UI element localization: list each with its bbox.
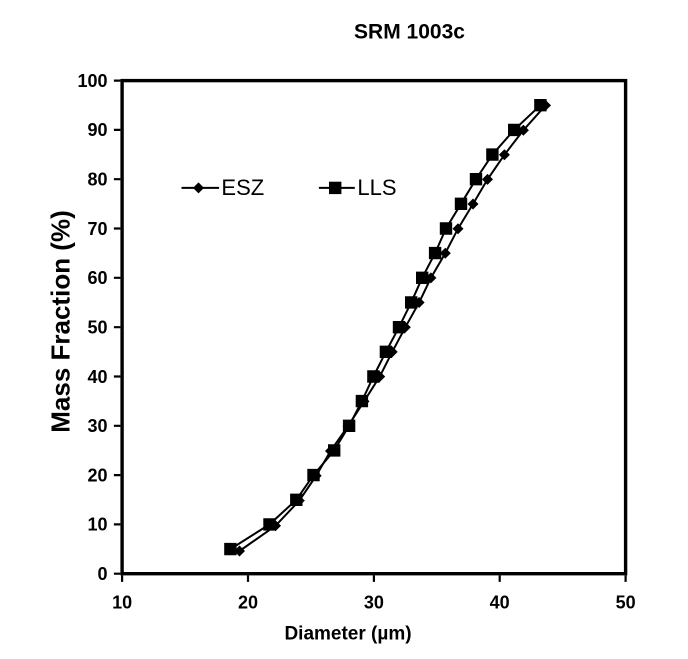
svg-text:20: 20: [238, 592, 258, 612]
svg-text:100: 100: [77, 71, 107, 91]
svg-text:30: 30: [87, 416, 107, 436]
svg-text:70: 70: [87, 219, 107, 239]
svg-text:LLS: LLS: [357, 175, 396, 200]
svg-text:ESZ: ESZ: [221, 175, 264, 200]
svg-text:40: 40: [490, 592, 510, 612]
svg-text:50: 50: [87, 318, 107, 338]
svg-text:80: 80: [87, 170, 107, 190]
svg-text:Diameter (µm): Diameter (µm): [284, 623, 411, 644]
svg-text:SRM 1003c: SRM 1003c: [354, 20, 465, 43]
svg-text:20: 20: [87, 465, 107, 485]
svg-text:90: 90: [87, 120, 107, 140]
svg-text:60: 60: [87, 268, 107, 288]
svg-text:10: 10: [112, 592, 132, 612]
svg-text:50: 50: [616, 592, 636, 612]
svg-text:0: 0: [97, 564, 107, 584]
svg-text:Mass Fraction (%): Mass Fraction (%): [46, 210, 76, 433]
svg-text:10: 10: [87, 515, 107, 535]
svg-text:30: 30: [364, 592, 384, 612]
svg-text:40: 40: [87, 367, 107, 387]
